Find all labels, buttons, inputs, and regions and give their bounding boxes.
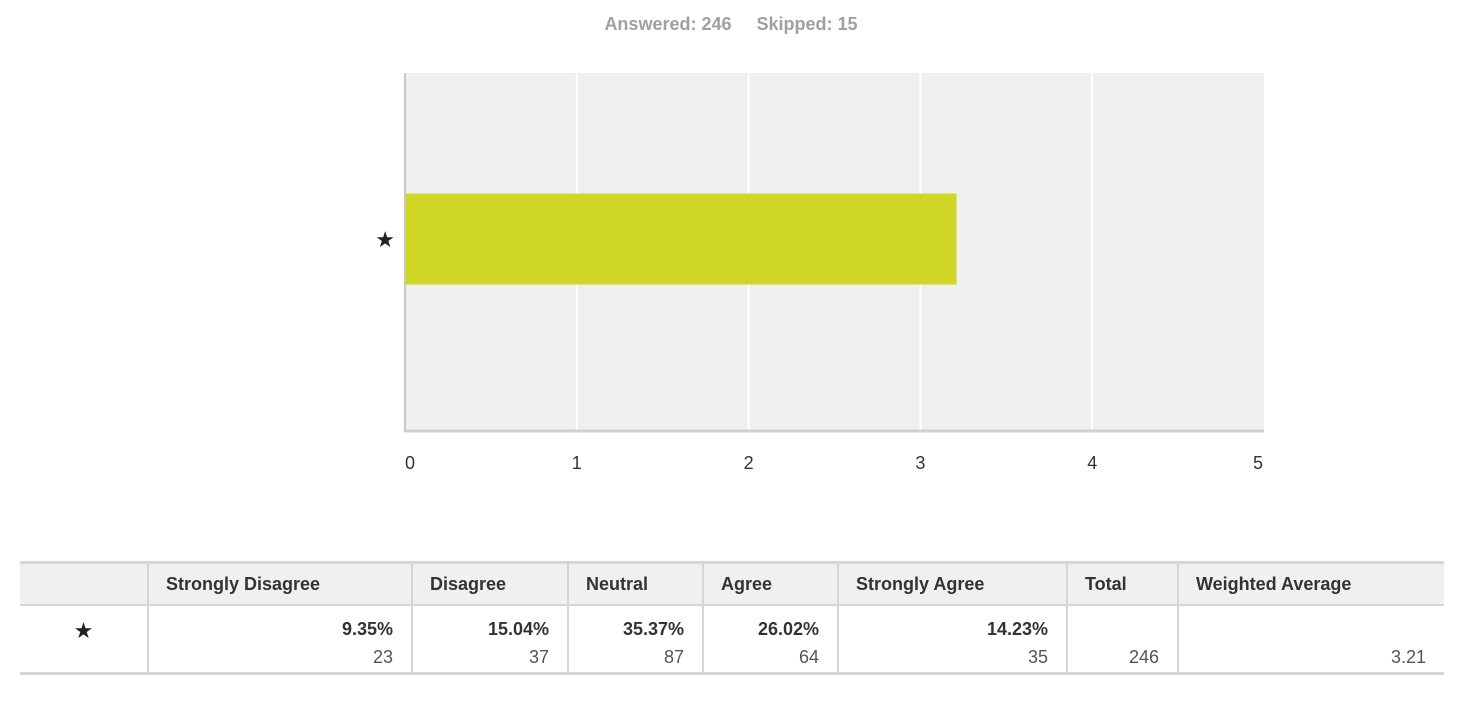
header-strongly-disagree: Strongly Disagree — [148, 561, 413, 606]
weighted-average-value: 3.21 — [1390, 647, 1426, 667]
chart-svg: ★ 0 1 2 3 4 5 — [375, 73, 1264, 473]
row-label-star: ★ — [20, 605, 149, 675]
header-neutral: Neutral — [568, 561, 704, 606]
header-blank — [20, 561, 149, 606]
x-tick-label: 2 — [744, 453, 754, 473]
bar — [405, 193, 957, 285]
count-value: 37 — [528, 647, 549, 667]
percent-value: 35.37% — [622, 619, 684, 639]
table-header-row: Strongly Disagree Disagree Neutral Agree… — [20, 561, 1444, 606]
table-row: ★ 9.35% 23 15.04% 37 35.37% 87 26.02% 64… — [20, 605, 1444, 675]
percent-value: 14.23% — [986, 619, 1048, 639]
cell-strongly-disagree: 9.35% 23 — [148, 605, 413, 675]
response-summary: Answered: 246 Skipped: 15 — [0, 14, 1462, 35]
x-tick-label: 0 — [405, 453, 415, 473]
results-table: Strongly Disagree Disagree Neutral Agree… — [20, 561, 1444, 675]
cell-agree: 26.02% 64 — [703, 605, 839, 675]
x-tick-label: 4 — [1087, 453, 1097, 473]
header-disagree: Disagree — [412, 561, 569, 606]
answered-count: Answered: 246 — [604, 14, 732, 34]
x-tick-label: 5 — [1253, 453, 1263, 473]
percent-value: 15.04% — [487, 619, 549, 639]
percent-value: 9.35% — [341, 619, 393, 639]
bar-chart: ★ 0 1 2 3 4 5 — [375, 73, 1264, 473]
cell-strongly-agree: 14.23% 35 — [838, 605, 1068, 675]
percent-value: 26.02% — [757, 619, 819, 639]
count-value: 35 — [1027, 647, 1048, 667]
x-tick-label: 1 — [572, 453, 582, 473]
cell-weighted-average: 3.21 — [1178, 605, 1444, 675]
header-strongly-agree: Strongly Agree — [838, 561, 1068, 606]
header-weighted-average: Weighted Average — [1178, 561, 1444, 606]
header-agree: Agree — [703, 561, 839, 606]
total-value: 246 — [1128, 647, 1159, 667]
cell-neutral: 35.37% 87 — [568, 605, 704, 675]
cell-disagree: 15.04% 37 — [412, 605, 569, 675]
count-value: 64 — [798, 647, 819, 667]
header-total: Total — [1067, 561, 1179, 606]
count-value: 87 — [663, 647, 684, 667]
skipped-count: Skipped: 15 — [756, 14, 858, 34]
x-tick-label: 3 — [915, 453, 925, 473]
category-label: ★ — [375, 228, 395, 253]
cell-total: 246 — [1067, 605, 1179, 675]
count-value: 23 — [372, 647, 393, 667]
